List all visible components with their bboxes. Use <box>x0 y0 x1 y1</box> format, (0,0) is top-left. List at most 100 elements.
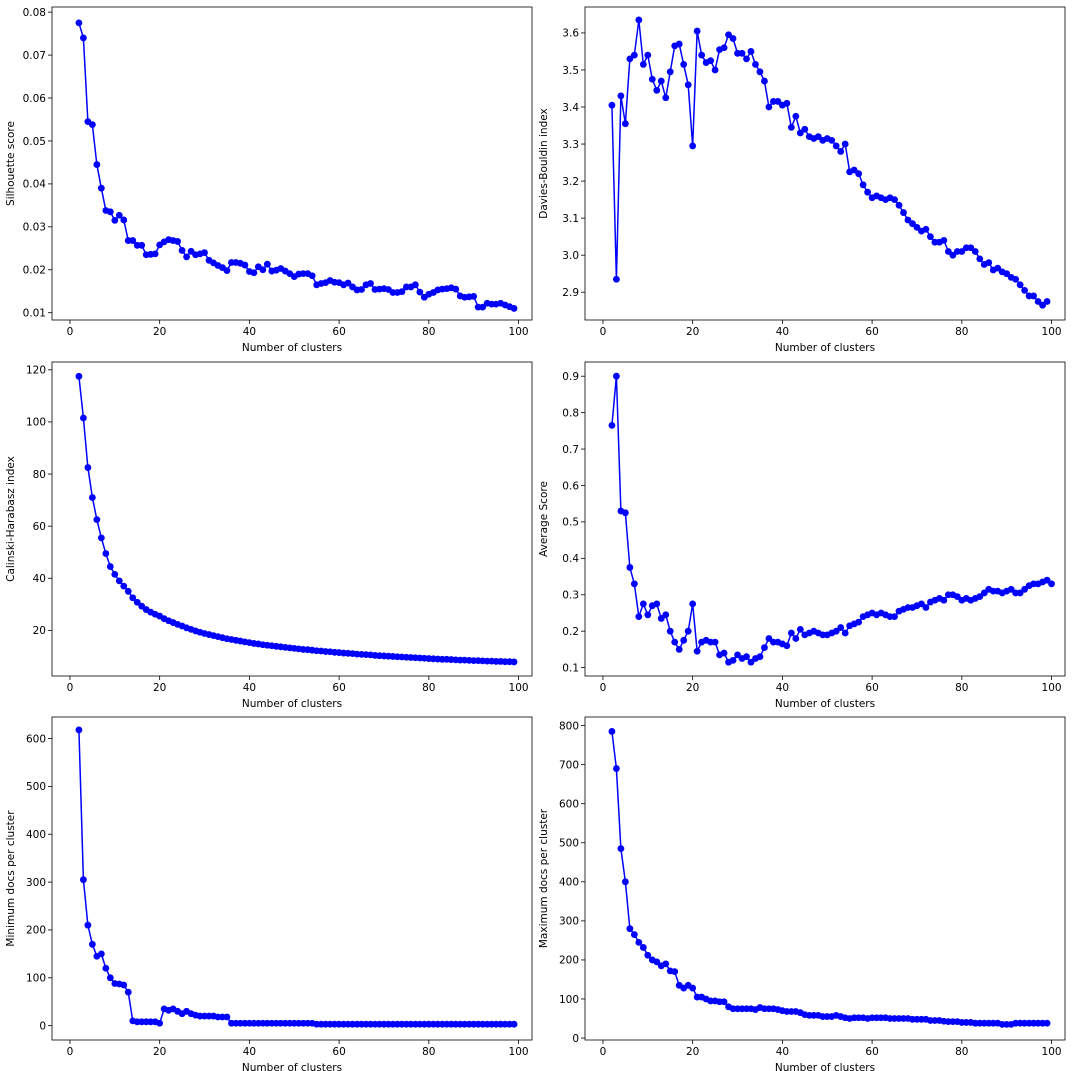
data-point <box>653 86 661 94</box>
y-tick-label: 120 <box>26 365 46 377</box>
data-point <box>80 876 87 884</box>
y-axis-label: Calinski-Harabasz index <box>5 456 17 582</box>
y-tick-label: 0.8 <box>562 407 579 419</box>
chart-panel-2: 0 20 40 60 80 100 2.9 3.0 3.1 3.2 3.3 3.4 3.5 3.6 Numb… <box>538 6 1066 354</box>
data-point <box>814 133 822 141</box>
y-tick-label: 500 <box>26 781 46 793</box>
x-tick-label: 60 <box>865 326 878 338</box>
data-point <box>635 16 643 24</box>
x-tick-label: 100 <box>509 682 529 694</box>
x-tick-label: 60 <box>332 326 345 338</box>
x-axis-label: Number of clusters <box>242 1062 342 1071</box>
chart-panel-6: 0 20 40 60 80 100 0 100 200 300 400 500 600 700 800 Num… <box>538 716 1066 1071</box>
data-point <box>617 92 625 100</box>
y-tick-label: 600 <box>26 733 46 745</box>
data-point <box>416 288 424 296</box>
data-point <box>452 285 460 293</box>
data-point <box>949 251 957 259</box>
x-tick-label: 100 <box>509 326 529 338</box>
y-tick-label: 0.07 <box>23 50 46 62</box>
x-tick-label: 20 <box>153 326 166 338</box>
data-point <box>895 201 903 209</box>
data-point <box>259 266 267 274</box>
chart-panel-5: 0 20 40 60 80 100 0 100 200 300 400 500 600 Number of… <box>5 716 533 1071</box>
y-tick-label: 3.2 <box>562 176 579 188</box>
x-axis-label: Number of clusters <box>775 1062 875 1071</box>
data-point <box>944 248 952 255</box>
data-point <box>976 255 984 263</box>
data-point <box>1012 275 1020 283</box>
y-tick-label: 0.5 <box>562 517 579 529</box>
x-tick-label: 0 <box>600 326 607 338</box>
data-point <box>124 988 132 996</box>
data-point <box>613 372 620 380</box>
x-tick-label: 80 <box>422 682 435 694</box>
data-point <box>796 129 804 137</box>
data-point <box>510 1020 518 1028</box>
x-tick-label: 80 <box>422 1046 435 1058</box>
x-axis-label: Number of clusters <box>775 698 875 710</box>
data-point <box>666 68 674 76</box>
data-point <box>756 68 764 76</box>
data-point <box>75 726 83 734</box>
data-point <box>639 600 647 608</box>
data-point <box>657 77 665 85</box>
plot-frame <box>51 6 533 321</box>
y-tick-label: 500 <box>559 838 579 850</box>
data-point <box>922 604 930 611</box>
data-point <box>626 55 634 63</box>
y-tick-label: 40 <box>33 573 46 585</box>
y-tick-label: 600 <box>559 799 579 811</box>
data-point <box>1021 286 1029 294</box>
data-point <box>671 968 679 976</box>
data-point <box>684 81 692 89</box>
x-tick-label: 40 <box>776 682 789 694</box>
data-point <box>102 550 110 557</box>
x-tick-label: 100 <box>1042 1046 1062 1058</box>
data-point <box>613 765 620 772</box>
data-point <box>958 248 966 255</box>
data-point <box>1016 589 1024 597</box>
data-point <box>138 241 146 249</box>
y-axis-label: Davies-Bouldin index <box>538 108 550 219</box>
data-point <box>75 372 83 380</box>
y-tick-label: 0.3 <box>562 590 579 602</box>
y-tick-label: 200 <box>26 925 46 937</box>
data-point <box>693 27 701 35</box>
plot-frame <box>51 361 533 677</box>
y-tick-label: 20 <box>33 625 46 637</box>
data-point <box>743 55 750 63</box>
data-point <box>752 61 759 68</box>
data-point <box>80 414 87 422</box>
data-point <box>97 184 105 192</box>
x-tick-label: 20 <box>686 326 699 338</box>
data-point <box>479 303 487 311</box>
data-point <box>850 166 858 174</box>
data-point <box>985 259 993 266</box>
x-tick-label: 20 <box>153 682 166 694</box>
x-tick-label: 60 <box>865 682 878 694</box>
x-tick-label: 20 <box>686 682 699 694</box>
data-point <box>711 638 719 646</box>
x-tick-label: 0 <box>600 682 607 694</box>
data-point <box>689 142 697 150</box>
data-point <box>174 238 182 245</box>
data-point <box>120 582 128 590</box>
data-point <box>223 267 231 275</box>
data-point <box>102 964 110 972</box>
data-point <box>662 960 670 968</box>
data-point <box>644 611 652 619</box>
data-point <box>653 600 661 608</box>
data-point <box>133 598 141 606</box>
data-point <box>470 292 478 300</box>
y-tick-label: 3.1 <box>562 213 579 225</box>
data-point <box>761 77 768 85</box>
y-tick-label: 0.02 <box>23 265 46 277</box>
series-line <box>78 22 515 310</box>
data-point <box>630 51 638 59</box>
data-point <box>635 613 643 621</box>
y-tick-label: 0.1 <box>562 662 579 674</box>
y-tick-label: 0.9 <box>562 371 579 383</box>
data-point <box>367 280 374 287</box>
